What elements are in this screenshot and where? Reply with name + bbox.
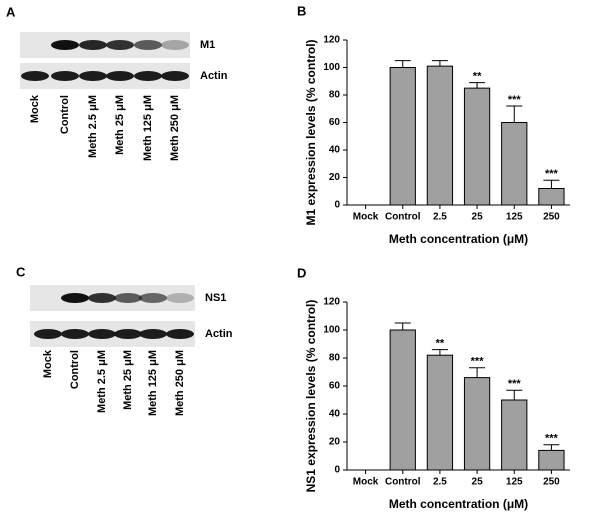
blot-band — [139, 329, 167, 339]
panel-label: D — [297, 265, 306, 280]
y-tick-label: 100 — [323, 62, 340, 73]
blot-band — [161, 40, 189, 50]
y-tick-label: 60 — [329, 381, 341, 392]
blot-band — [106, 40, 134, 50]
bar — [389, 329, 416, 471]
x-tick-label: 25 — [472, 212, 484, 223]
lane-label: Meth 250 μM — [174, 350, 186, 416]
blot-band — [139, 293, 167, 303]
blot-band — [88, 293, 116, 303]
y-axis-label: NS1 expression levels (% control) — [304, 300, 318, 493]
y-tick-label: 100 — [323, 325, 340, 336]
significance: *** — [471, 356, 485, 368]
lane-label: Control — [59, 95, 71, 134]
lane-label: Control — [69, 350, 81, 389]
blot-band — [114, 293, 142, 303]
band-label: NS1 — [205, 292, 226, 304]
blot-band — [166, 329, 194, 339]
lane-label: Meth 125 μM — [142, 95, 154, 161]
x-tick-label: Mock — [353, 212, 379, 223]
lane-label: Meth 2.5 μM — [96, 350, 108, 413]
lane-label: Mock — [42, 349, 54, 378]
significance: *** — [508, 378, 522, 390]
lane-label: Meth 2.5 μM — [87, 95, 99, 158]
blot-band — [61, 329, 89, 339]
y-tick-label: 40 — [329, 145, 341, 156]
panel-label: A — [6, 4, 16, 19]
y-tick-label: 60 — [329, 117, 341, 128]
y-tick-label: 40 — [329, 409, 341, 420]
blot-band — [61, 293, 89, 303]
significance: ** — [473, 71, 482, 83]
panel-label: C — [16, 264, 26, 279]
x-tick-label: 250 — [543, 212, 560, 223]
x-tick-label: Control — [385, 212, 421, 223]
bar — [538, 188, 565, 206]
significance: *** — [545, 168, 559, 180]
blot-band — [106, 71, 134, 81]
blot-band — [79, 40, 107, 50]
x-axis-label: Meth concentration (μM) — [389, 232, 528, 246]
blot-band — [51, 71, 79, 81]
blot-band — [34, 329, 62, 339]
significance: ** — [436, 338, 445, 350]
band-label: Actin — [200, 70, 228, 82]
blot-band — [51, 40, 79, 50]
y-axis-label: M1 expression levels (% control) — [304, 39, 318, 225]
bar — [463, 87, 491, 206]
bar — [501, 122, 528, 206]
x-tick-label: 125 — [506, 477, 523, 488]
x-tick-label: 250 — [543, 477, 560, 488]
bar — [538, 449, 565, 471]
bar — [389, 67, 416, 206]
y-tick-label: 120 — [323, 297, 340, 308]
significance: *** — [545, 433, 559, 445]
band-label: Actin — [205, 328, 233, 340]
panel-label: B — [297, 3, 306, 18]
bar — [501, 399, 528, 471]
lane-label: Meth 25 μM — [122, 350, 134, 410]
blot-band — [166, 293, 194, 303]
lane-label: Meth 25 μM — [114, 95, 126, 155]
blot-band — [79, 71, 107, 81]
y-tick-label: 80 — [329, 90, 341, 101]
bar — [463, 377, 491, 471]
x-tick-label: Mock — [353, 477, 379, 488]
y-tick-label: 20 — [329, 172, 341, 183]
band-label: M1 — [200, 39, 215, 51]
x-tick-label: 25 — [472, 477, 484, 488]
blot-band — [161, 71, 189, 81]
blot-band — [134, 40, 162, 50]
bar — [426, 65, 454, 206]
blot-band — [134, 71, 162, 81]
blot-band — [114, 329, 142, 339]
bar — [426, 354, 454, 471]
x-tick-label: 125 — [506, 212, 523, 223]
lane-label: Meth 250 μM — [169, 95, 181, 161]
blot-band — [21, 71, 49, 81]
lane-label: Meth 125 μM — [147, 350, 159, 416]
x-tick-label: 2.5 — [433, 477, 447, 488]
x-tick-label: Control — [385, 477, 421, 488]
y-tick-label: 120 — [323, 35, 340, 46]
x-axis-label: Meth concentration (μM) — [389, 497, 528, 511]
blot-band — [88, 329, 116, 339]
significance: *** — [508, 94, 522, 106]
y-tick-label: 80 — [329, 353, 341, 364]
lane-label: Mock — [29, 94, 41, 123]
y-tick-label: 0 — [334, 200, 340, 211]
y-tick-label: 20 — [329, 437, 341, 448]
y-tick-label: 0 — [334, 465, 340, 476]
x-tick-label: 2.5 — [433, 212, 447, 223]
